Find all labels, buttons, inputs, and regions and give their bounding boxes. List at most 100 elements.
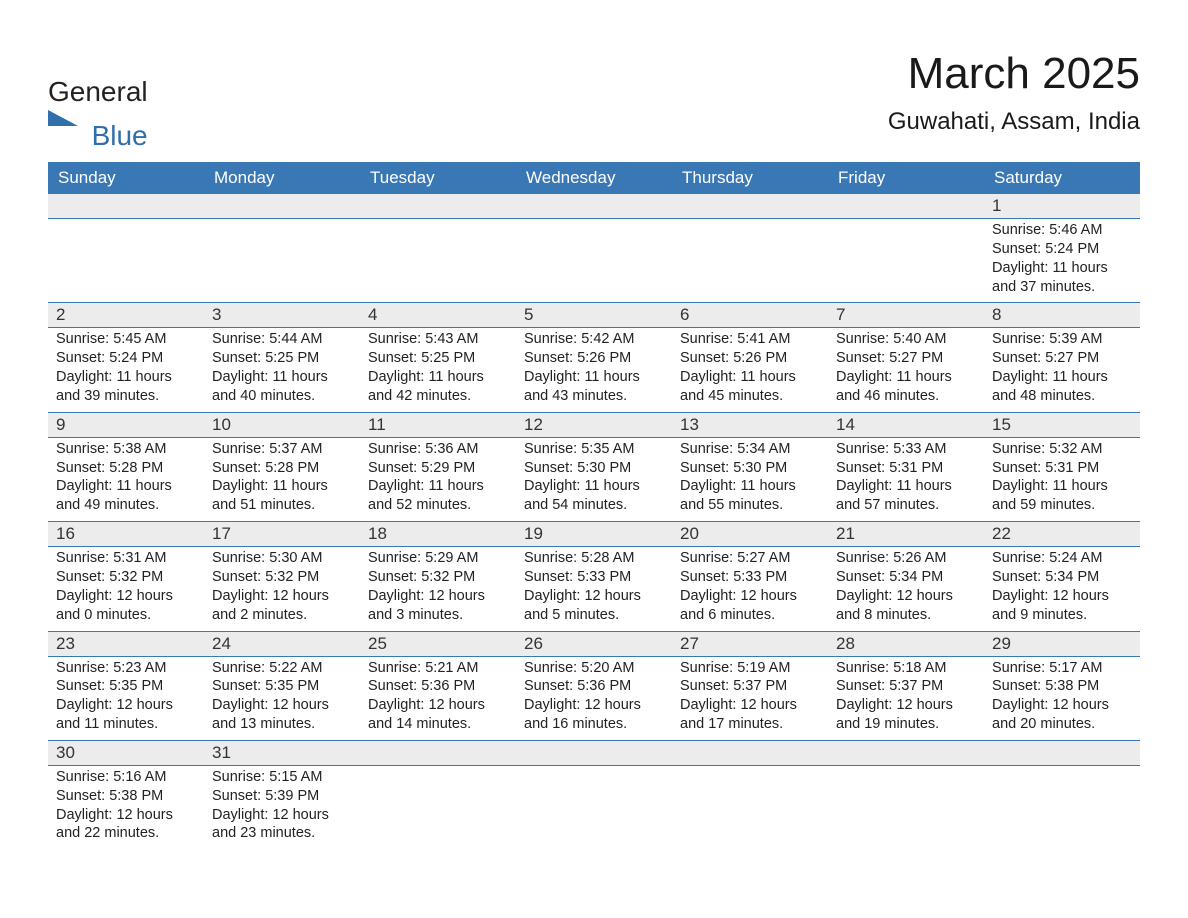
- day-sunset: Sunset: 5:34 PM: [836, 568, 976, 587]
- day-detail-cell: Sunrise: 5:37 AMSunset: 5:28 PMDaylight:…: [204, 437, 360, 521]
- day-dl2: and 5 minutes.: [524, 606, 664, 625]
- day-dl1: Daylight: 11 hours: [56, 368, 196, 387]
- day-sunset: Sunset: 5:33 PM: [680, 568, 820, 587]
- day-sunset: Sunset: 5:27 PM: [836, 349, 976, 368]
- day-detail: Sunrise: 5:23 AMSunset: 5:35 PMDaylight:…: [48, 657, 204, 740]
- day-sunrise: Sunrise: 5:16 AM: [56, 768, 196, 787]
- day-detail-cell: Sunrise: 5:45 AMSunset: 5:24 PMDaylight:…: [48, 328, 204, 412]
- day-detail: Sunrise: 5:30 AMSunset: 5:32 PMDaylight:…: [204, 547, 360, 630]
- day-detail-cell: Sunrise: 5:42 AMSunset: 5:26 PMDaylight:…: [516, 328, 672, 412]
- day-number: 20: [672, 522, 828, 546]
- day-sunset: Sunset: 5:26 PM: [524, 349, 664, 368]
- day-detail: Sunrise: 5:46 AMSunset: 5:24 PMDaylight:…: [984, 219, 1140, 302]
- day-dl2: and 19 minutes.: [836, 715, 976, 734]
- day-number-cell: [828, 194, 984, 219]
- day-dl2: and 43 minutes.: [524, 387, 664, 406]
- day-sunrise: Sunrise: 5:46 AM: [992, 221, 1132, 240]
- day-dl2: and 16 minutes.: [524, 715, 664, 734]
- day-number-cell: 23: [48, 631, 204, 656]
- day-sunset: Sunset: 5:31 PM: [836, 459, 976, 478]
- day-dl2: and 46 minutes.: [836, 387, 976, 406]
- day-number: 19: [516, 522, 672, 546]
- calendar-table: Sunday Monday Tuesday Wednesday Thursday…: [48, 162, 1140, 849]
- day-sunset: Sunset: 5:29 PM: [368, 459, 508, 478]
- day-sunset: Sunset: 5:32 PM: [368, 568, 508, 587]
- day-detail-cell: Sunrise: 5:40 AMSunset: 5:27 PMDaylight:…: [828, 328, 984, 412]
- day-detail-cell: Sunrise: 5:34 AMSunset: 5:30 PMDaylight:…: [672, 437, 828, 521]
- day-sunrise: Sunrise: 5:38 AM: [56, 440, 196, 459]
- day-dl1: Daylight: 11 hours: [992, 477, 1132, 496]
- day-sunset: Sunset: 5:38 PM: [56, 787, 196, 806]
- day-sunrise: Sunrise: 5:44 AM: [212, 330, 352, 349]
- calendar-page: General Blue March 2025 Guwahati, Assam,…: [0, 0, 1188, 918]
- day-number: 18: [360, 522, 516, 546]
- day-sunrise: Sunrise: 5:19 AM: [680, 659, 820, 678]
- day-dl2: and 9 minutes.: [992, 606, 1132, 625]
- day-sunset: Sunset: 5:24 PM: [56, 349, 196, 368]
- day-detail: Sunrise: 5:44 AMSunset: 5:25 PMDaylight:…: [204, 328, 360, 411]
- week-detail-row: Sunrise: 5:16 AMSunset: 5:38 PMDaylight:…: [48, 765, 1140, 849]
- day-dl2: and 8 minutes.: [836, 606, 976, 625]
- week-daynum-row: 16171819202122: [48, 522, 1140, 547]
- day-header: Wednesday: [516, 162, 672, 194]
- day-detail-cell: Sunrise: 5:27 AMSunset: 5:33 PMDaylight:…: [672, 547, 828, 631]
- day-number: 23: [48, 632, 204, 656]
- month-title: March 2025: [888, 50, 1140, 98]
- day-dl1: Daylight: 11 hours: [524, 477, 664, 496]
- day-detail-cell: Sunrise: 5:29 AMSunset: 5:32 PMDaylight:…: [360, 547, 516, 631]
- day-dl1: Daylight: 12 hours: [368, 587, 508, 606]
- day-header: Tuesday: [360, 162, 516, 194]
- day-number-cell: 2: [48, 303, 204, 328]
- day-dl1: Daylight: 11 hours: [680, 477, 820, 496]
- day-sunrise: Sunrise: 5:22 AM: [212, 659, 352, 678]
- day-sunrise: Sunrise: 5:18 AM: [836, 659, 976, 678]
- day-number-cell: 14: [828, 412, 984, 437]
- day-number-cell: 1: [984, 194, 1140, 219]
- location: Guwahati, Assam, India: [888, 108, 1140, 136]
- day-dl2: and 13 minutes.: [212, 715, 352, 734]
- day-number: 21: [828, 522, 984, 546]
- logo-word2: Blue: [92, 120, 148, 151]
- day-number-cell: [204, 194, 360, 219]
- day-number: 1: [984, 194, 1140, 218]
- day-detail-cell: Sunrise: 5:46 AMSunset: 5:24 PMDaylight:…: [984, 219, 1140, 303]
- day-sunrise: Sunrise: 5:33 AM: [836, 440, 976, 459]
- day-sunrise: Sunrise: 5:37 AM: [212, 440, 352, 459]
- day-sunset: Sunset: 5:28 PM: [56, 459, 196, 478]
- day-number-cell: [360, 740, 516, 765]
- day-header: Sunday: [48, 162, 204, 194]
- day-sunset: Sunset: 5:25 PM: [368, 349, 508, 368]
- day-header: Saturday: [984, 162, 1140, 194]
- day-detail-cell: Sunrise: 5:44 AMSunset: 5:25 PMDaylight:…: [204, 328, 360, 412]
- day-dl1: Daylight: 12 hours: [992, 587, 1132, 606]
- day-number-cell: 3: [204, 303, 360, 328]
- day-number: 9: [48, 413, 204, 437]
- day-detail: Sunrise: 5:43 AMSunset: 5:25 PMDaylight:…: [360, 328, 516, 411]
- day-sunset: Sunset: 5:35 PM: [56, 677, 196, 696]
- day-sunrise: Sunrise: 5:21 AM: [368, 659, 508, 678]
- day-dl2: and 51 minutes.: [212, 496, 352, 515]
- day-dl1: Daylight: 11 hours: [56, 477, 196, 496]
- day-sunrise: Sunrise: 5:34 AM: [680, 440, 820, 459]
- day-number: 29: [984, 632, 1140, 656]
- day-detail-cell: Sunrise: 5:32 AMSunset: 5:31 PMDaylight:…: [984, 437, 1140, 521]
- logo-text: General: [48, 78, 148, 126]
- day-number-cell: 27: [672, 631, 828, 656]
- day-dl2: and 3 minutes.: [368, 606, 508, 625]
- day-number: 12: [516, 413, 672, 437]
- day-dl2: and 14 minutes.: [368, 715, 508, 734]
- day-detail: Sunrise: 5:31 AMSunset: 5:32 PMDaylight:…: [48, 547, 204, 630]
- day-detail-cell: Sunrise: 5:20 AMSunset: 5:36 PMDaylight:…: [516, 656, 672, 740]
- day-detail-cell: Sunrise: 5:18 AMSunset: 5:37 PMDaylight:…: [828, 656, 984, 740]
- day-number-cell: 25: [360, 631, 516, 656]
- day-dl1: Daylight: 11 hours: [368, 477, 508, 496]
- day-detail-cell: Sunrise: 5:43 AMSunset: 5:25 PMDaylight:…: [360, 328, 516, 412]
- day-sunset: Sunset: 5:37 PM: [836, 677, 976, 696]
- day-number: 26: [516, 632, 672, 656]
- day-sunrise: Sunrise: 5:35 AM: [524, 440, 664, 459]
- day-detail-cell: Sunrise: 5:21 AMSunset: 5:36 PMDaylight:…: [360, 656, 516, 740]
- day-sunset: Sunset: 5:32 PM: [212, 568, 352, 587]
- day-number-cell: 28: [828, 631, 984, 656]
- day-dl2: and 20 minutes.: [992, 715, 1132, 734]
- day-number-cell: 19: [516, 522, 672, 547]
